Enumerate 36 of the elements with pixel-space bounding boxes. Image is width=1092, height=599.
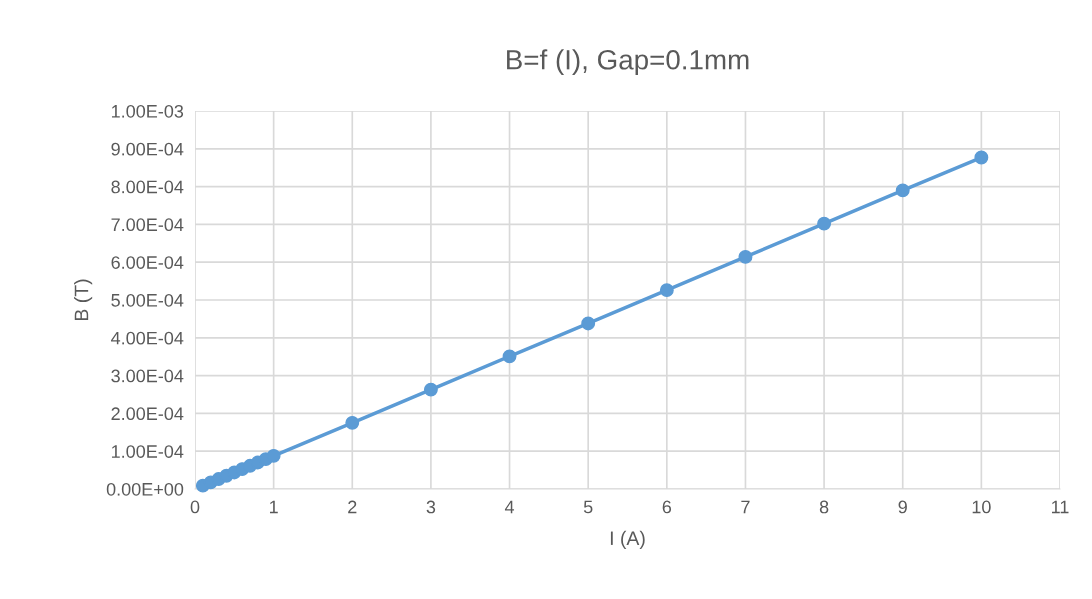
point <box>266 448 281 463</box>
point <box>974 150 989 165</box>
point <box>581 316 596 331</box>
point <box>659 283 674 298</box>
y-tick-label: 7.00E-04 <box>111 218 184 232</box>
x-tick-label: 11 <box>1052 500 1069 514</box>
y-tick-label: 6.00E-04 <box>111 256 184 269</box>
x-tick-label: 7 <box>741 500 750 514</box>
x-tick-label: 9 <box>898 500 907 514</box>
x-tick-label: 6 <box>662 500 672 514</box>
x-tick-label: 4 <box>504 500 515 514</box>
point <box>817 216 832 231</box>
point <box>502 349 517 364</box>
chart-title: B=f (I), Gap=0.1mm <box>507 49 749 76</box>
y-tick-label: 2.00E-04 <box>111 407 184 421</box>
y-tick-label: 9.00E-04 <box>111 142 184 156</box>
x-tick-label: 0 <box>190 500 200 514</box>
x-tick-label: 1 <box>269 500 278 514</box>
point <box>738 249 753 264</box>
x-tick-label: 3 <box>426 500 436 514</box>
x-tick-label: 5 <box>583 500 593 514</box>
y-tick-label: 3.00E-04 <box>111 369 184 383</box>
y-tick-label: 8.00E-04 <box>111 180 184 194</box>
point <box>895 183 910 198</box>
y-tick-label: 5.00E-04 <box>111 293 184 307</box>
x-tick-label: 10 <box>972 500 991 514</box>
x-tick-label: 2 <box>348 500 357 514</box>
y-tick-label: 1.00E-03 <box>111 104 184 118</box>
x-axis-title: I (A) <box>610 530 645 549</box>
x-tick-label: 8 <box>819 500 829 514</box>
y-tick-label: 4.00E-04 <box>111 331 184 345</box>
point <box>345 415 360 430</box>
y-tick-label: 1.00E-04 <box>111 445 184 458</box>
y-axis-title: B (T) <box>74 279 93 320</box>
point <box>423 382 438 397</box>
y-tick-label: 0.00E+00 <box>106 482 184 496</box>
